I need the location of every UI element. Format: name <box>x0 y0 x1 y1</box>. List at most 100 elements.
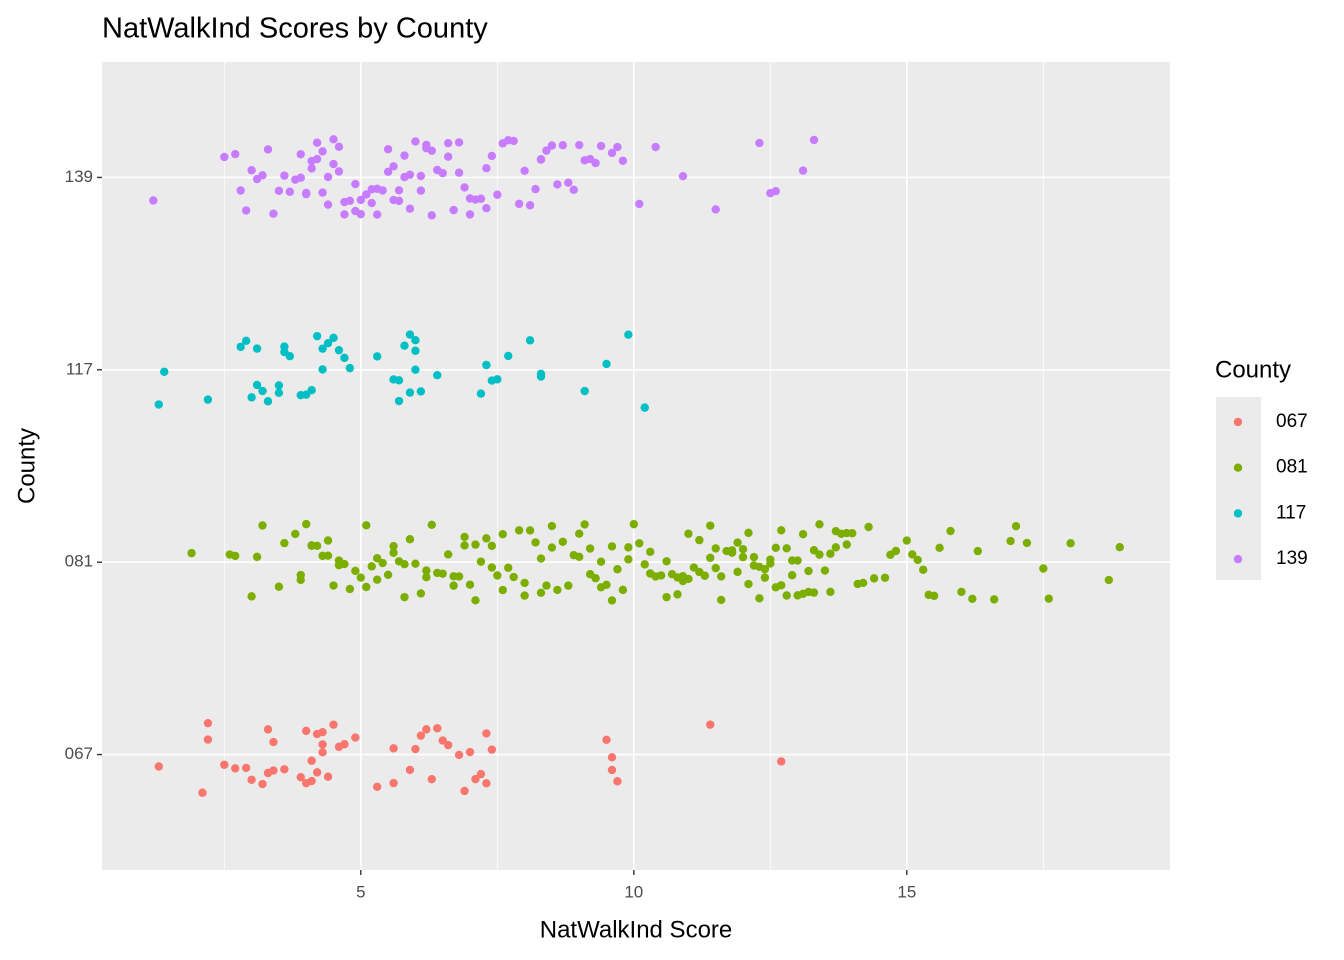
point <box>607 765 617 775</box>
point <box>394 196 404 206</box>
point <box>558 537 568 546</box>
point <box>318 740 327 749</box>
point <box>1115 542 1124 552</box>
point <box>160 367 169 376</box>
point <box>422 140 431 150</box>
point <box>345 363 355 373</box>
point <box>394 396 404 406</box>
point <box>258 386 267 396</box>
point <box>449 581 458 590</box>
point <box>334 345 344 355</box>
y-tick-label: 081 <box>65 552 93 571</box>
point <box>405 388 415 397</box>
point <box>973 546 983 556</box>
point <box>438 569 447 578</box>
point <box>493 190 502 199</box>
point <box>329 135 338 144</box>
legend-keys <box>1216 397 1261 580</box>
point <box>323 172 333 182</box>
point <box>547 543 557 552</box>
point <box>422 566 431 575</box>
point <box>542 146 551 155</box>
point <box>777 526 786 535</box>
point <box>389 744 398 753</box>
point <box>547 141 557 150</box>
point <box>607 753 617 762</box>
point <box>362 582 371 592</box>
point <box>329 581 338 590</box>
point <box>465 580 475 589</box>
point <box>241 336 251 346</box>
point <box>869 574 879 583</box>
point <box>553 180 562 189</box>
point <box>476 389 486 398</box>
point <box>449 572 458 581</box>
point <box>422 572 431 582</box>
point <box>504 351 513 361</box>
legend-title: County <box>1215 356 1291 383</box>
point <box>247 393 256 402</box>
point <box>476 769 486 779</box>
point <box>285 187 295 196</box>
point <box>482 360 491 370</box>
point <box>187 548 196 558</box>
point <box>585 570 595 579</box>
point <box>443 740 453 750</box>
y-tick-label: 067 <box>65 744 93 763</box>
point <box>285 352 295 361</box>
point <box>307 756 316 765</box>
point <box>831 543 841 552</box>
point <box>416 186 426 195</box>
point <box>367 562 376 571</box>
point <box>203 735 213 744</box>
point <box>504 563 513 572</box>
point <box>323 536 333 545</box>
point <box>749 552 759 562</box>
point <box>318 727 327 737</box>
point <box>635 539 644 548</box>
point <box>394 186 404 195</box>
point <box>755 138 764 148</box>
point <box>771 543 780 552</box>
point <box>798 529 808 539</box>
y-tick-label: 117 <box>66 359 93 378</box>
point <box>798 589 808 598</box>
point <box>525 336 535 345</box>
legend-label: 117 <box>1276 502 1306 523</box>
x-axis-label: NatWalkInd Score <box>540 916 733 943</box>
point <box>733 567 742 577</box>
point <box>405 535 415 544</box>
point <box>269 737 278 747</box>
point <box>394 376 404 385</box>
point <box>329 333 338 343</box>
point <box>640 403 649 412</box>
point <box>427 520 436 530</box>
point <box>471 774 480 784</box>
point <box>198 788 207 797</box>
point <box>787 571 797 580</box>
point <box>777 757 786 766</box>
point <box>613 777 622 786</box>
point <box>345 584 355 594</box>
point <box>1011 521 1021 531</box>
point <box>727 546 737 555</box>
point <box>411 744 420 754</box>
point <box>383 167 393 177</box>
point <box>613 142 622 152</box>
point <box>504 136 513 145</box>
point <box>236 342 245 352</box>
point <box>618 585 628 595</box>
point <box>378 558 387 568</box>
point <box>520 578 529 588</box>
point <box>454 138 464 147</box>
point <box>782 591 791 600</box>
point <box>296 173 305 182</box>
point <box>744 528 753 538</box>
point <box>536 554 546 563</box>
x-tick-label: 15 <box>897 882 916 901</box>
point <box>487 541 497 551</box>
point <box>416 387 426 396</box>
point <box>580 386 589 396</box>
point <box>569 185 578 194</box>
point <box>372 575 382 584</box>
